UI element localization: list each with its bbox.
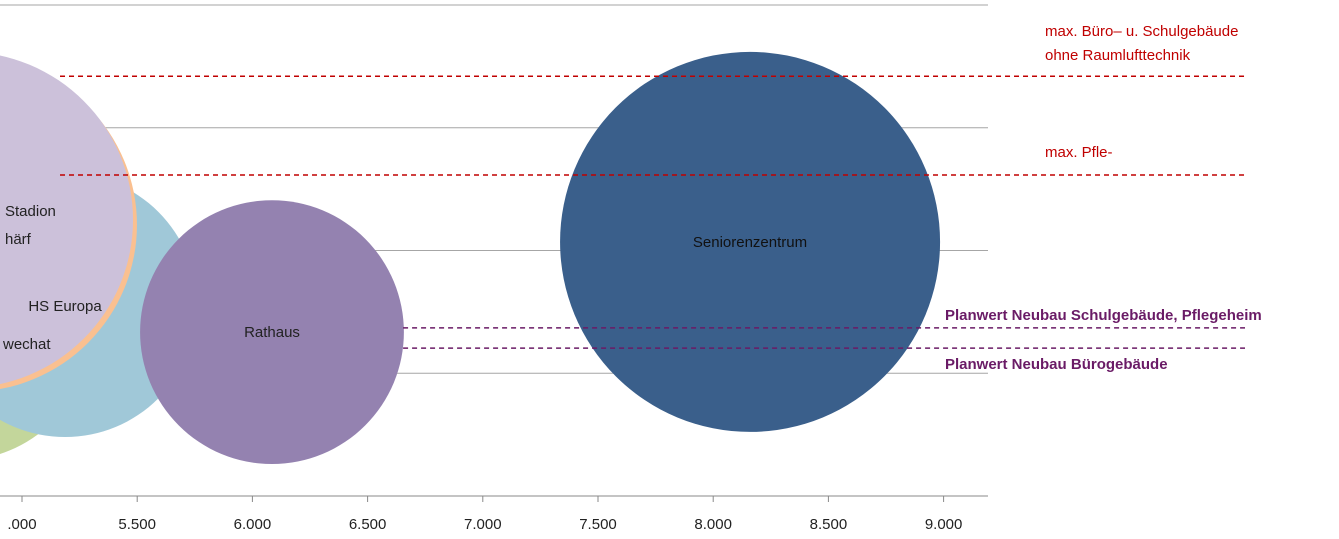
bubble	[560, 51, 941, 432]
bubble	[0, 55, 133, 385]
bubble-label: Seniorenzentrum	[693, 234, 807, 251]
x-tick-label: 8.500	[810, 516, 848, 533]
bubble-label: Rathaus	[244, 324, 300, 341]
x-tick-label: 8.000	[694, 516, 732, 533]
bubble-label: wechat	[2, 336, 51, 353]
x-tick-label: 5.500	[118, 516, 156, 533]
bubble	[140, 200, 404, 465]
x-tick-label: 6.000	[234, 516, 272, 533]
x-tick-label: 7.000	[464, 516, 502, 533]
x-tick-label: 9.000	[925, 516, 963, 533]
x-tick-label: 7.500	[579, 516, 617, 533]
reference-label: ohne Raumlufttechnik	[1045, 47, 1191, 64]
bubble-label: Stadion	[5, 203, 56, 220]
bubble-label: härf	[5, 231, 32, 248]
reference-label: Planwert Neubau Bürogebäude	[945, 356, 1168, 373]
reference-label: Planwert Neubau Schulgebäude, Pflegeheim	[945, 307, 1262, 324]
x-tick-label: .000	[7, 516, 36, 533]
reference-label: max. Pfle-	[1045, 144, 1113, 161]
x-tick-label: 6.500	[349, 516, 387, 533]
reference-label: max. Büro– u. Schulgebäude	[1045, 23, 1238, 40]
bubble-label: HS Europa	[28, 298, 102, 315]
